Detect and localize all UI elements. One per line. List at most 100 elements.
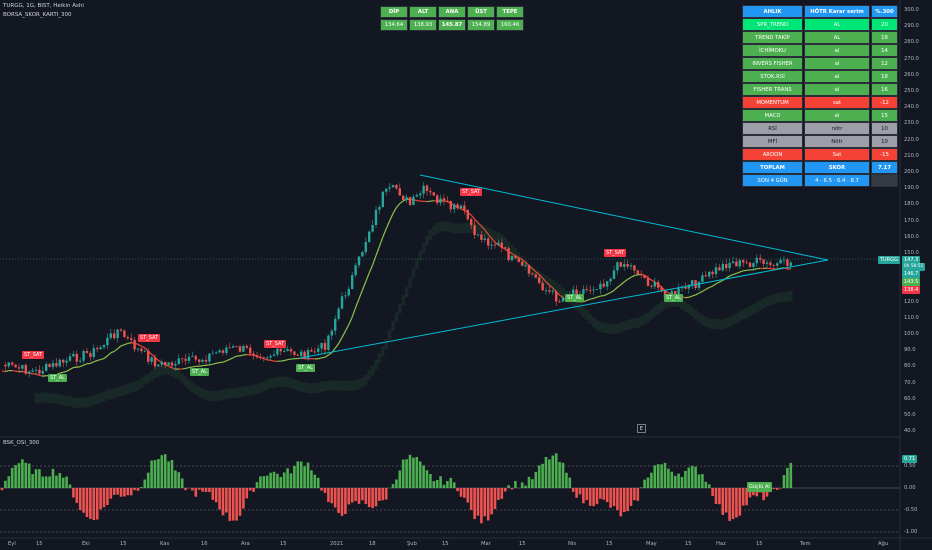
candle-body xyxy=(357,256,361,266)
candle-body xyxy=(327,335,330,350)
oscillator-bar xyxy=(469,488,473,510)
oscillator-bar xyxy=(677,473,680,488)
oscillator-bar xyxy=(364,488,368,504)
oscillator-bar xyxy=(473,488,476,520)
candle-body xyxy=(310,350,313,352)
candle-body xyxy=(252,353,255,356)
indicator-name[interactable]: BORSA_SKOR_KARTI_300 xyxy=(3,12,72,18)
moving-average-segment xyxy=(525,261,530,266)
moving-average-segment xyxy=(627,276,632,280)
time-axis-label: 16 xyxy=(201,541,208,547)
candle-body xyxy=(283,351,286,352)
candle-body xyxy=(215,352,218,354)
candle-body xyxy=(323,342,327,350)
oscillator-bar xyxy=(102,488,106,508)
score-row-signal: Nötr xyxy=(804,135,870,148)
candle-body xyxy=(286,349,289,352)
candle-body xyxy=(548,290,551,292)
oscillator-bar xyxy=(514,481,517,488)
oscillator-bar xyxy=(571,488,575,492)
moving-average-segment xyxy=(399,200,404,205)
e-button[interactable]: E xyxy=(637,424,646,433)
moving-average-segment xyxy=(664,289,669,294)
oscillator-bar xyxy=(673,475,677,488)
time-axis-label: 15 xyxy=(756,541,763,547)
oscillator-bar xyxy=(133,488,136,491)
candle-body xyxy=(415,195,418,197)
candle-body xyxy=(385,188,388,192)
candle-body xyxy=(126,337,129,339)
oscillator-bar xyxy=(197,488,201,490)
candle-body xyxy=(51,363,55,367)
score-row-signal: AL xyxy=(804,18,870,31)
candle-body xyxy=(782,259,786,261)
signal-label: ST_AL xyxy=(664,294,683,302)
oscillator-bar xyxy=(616,488,619,511)
candle-body xyxy=(487,238,490,246)
oscillator-bar xyxy=(432,481,436,488)
oscillator-title[interactable]: BSK_OSI_300 xyxy=(3,440,40,446)
candle-body xyxy=(109,333,112,338)
price-axis-label: 120.0 xyxy=(904,298,919,305)
pivot-value: 138.93 xyxy=(409,19,437,31)
moving-average-segment xyxy=(229,357,234,360)
candle-body xyxy=(269,355,272,358)
score-row-value: 10 xyxy=(871,135,898,148)
oscillator-bar xyxy=(299,461,303,488)
chart-symbol-line[interactable]: TURGG, 1G, BIST, Heikin Ashi xyxy=(3,3,84,9)
moving-average-segment xyxy=(348,316,353,325)
score-row-name: İCHİMOKU xyxy=(742,44,803,57)
oscillator-bar xyxy=(609,488,612,508)
candle-body xyxy=(738,260,741,267)
oscillator-bar xyxy=(500,488,504,499)
oscillator-bar xyxy=(221,488,225,516)
oscillator-bar xyxy=(129,488,133,496)
moving-average-segment xyxy=(192,365,196,368)
candle-body xyxy=(786,259,789,266)
candle-body xyxy=(289,349,293,352)
score-row-value: -15 xyxy=(871,148,898,161)
candle-body xyxy=(507,248,510,261)
oscillator-bar xyxy=(4,480,7,488)
moving-average-segment xyxy=(521,259,526,263)
candle-body xyxy=(381,191,384,208)
candle-body xyxy=(612,270,616,279)
moving-average-segment xyxy=(698,290,703,294)
moving-average-segment xyxy=(535,271,540,275)
moving-average-segment xyxy=(324,354,329,358)
oscillator-bar xyxy=(656,464,660,488)
score-row-name: STOK.RSİ xyxy=(742,70,803,83)
candle-body xyxy=(211,353,214,355)
candle-body xyxy=(776,263,779,266)
candle-body xyxy=(330,330,333,336)
oscillator-bar xyxy=(442,484,446,488)
signal-label: ST_SAT xyxy=(22,351,45,359)
score-header: AHLIK xyxy=(742,5,803,18)
price-axis-label: 280.0 xyxy=(904,39,919,46)
oscillator-bar xyxy=(272,471,276,488)
oscillator-bar xyxy=(490,488,493,515)
price-axis-label: 260.0 xyxy=(904,71,919,78)
candle-body xyxy=(368,231,371,242)
oscillator-bar xyxy=(323,488,327,493)
oscillator-bar xyxy=(327,488,330,502)
score-row-value: 15 xyxy=(871,109,898,122)
score-row-signal: al xyxy=(804,70,870,83)
candle-body xyxy=(524,265,527,267)
candle-body xyxy=(629,265,633,267)
oscillator-bar xyxy=(694,466,697,488)
candle-body xyxy=(609,278,612,282)
signal-label: ST_AL xyxy=(565,294,584,302)
candle-body xyxy=(459,205,463,209)
oscillator-bar xyxy=(242,488,245,509)
moving-average-segment xyxy=(538,273,544,279)
oscillator-bar xyxy=(310,470,313,488)
score-header: HÖTR Karar serim xyxy=(804,5,870,18)
osc-axis-label: -1.00 xyxy=(904,529,918,535)
moving-average-segment xyxy=(613,286,618,291)
score-last-value xyxy=(871,174,898,187)
moving-average-segment xyxy=(378,237,384,247)
oscillator-bar xyxy=(99,488,102,510)
oscillator-bar xyxy=(405,459,408,488)
candle-body xyxy=(755,257,758,264)
